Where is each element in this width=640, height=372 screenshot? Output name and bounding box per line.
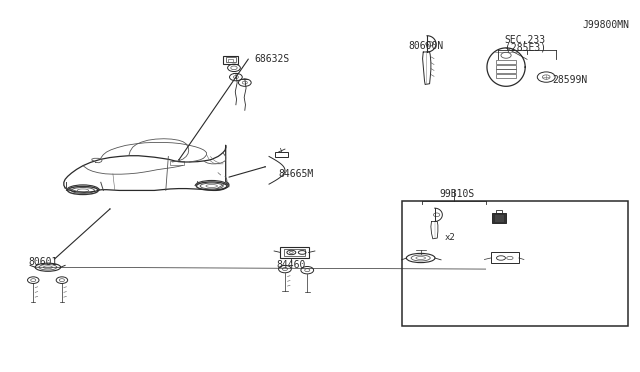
Bar — [496, 65, 516, 68]
Bar — [275, 152, 288, 157]
Bar — [223, 56, 239, 64]
Bar — [496, 210, 502, 212]
Text: 80600N: 80600N — [408, 41, 443, 51]
Bar — [494, 214, 504, 222]
Bar — [170, 161, 184, 165]
Text: J99800MN: J99800MN — [582, 20, 629, 30]
Text: 99B10S: 99B10S — [440, 189, 475, 199]
Text: (285E3): (285E3) — [505, 42, 546, 52]
Bar — [496, 74, 516, 78]
Bar — [280, 247, 308, 258]
Bar — [491, 253, 519, 263]
Bar — [226, 57, 236, 62]
Bar — [496, 69, 516, 73]
Text: 68632S: 68632S — [254, 54, 290, 64]
Bar — [228, 59, 234, 62]
Bar — [492, 212, 506, 223]
Bar — [496, 61, 516, 64]
Text: 28599N: 28599N — [552, 75, 588, 85]
Text: 84460: 84460 — [276, 260, 306, 270]
Text: 84665M: 84665M — [278, 169, 314, 179]
Text: 80601: 80601 — [28, 257, 58, 267]
Bar — [284, 249, 305, 256]
Text: SEC.233: SEC.233 — [505, 35, 546, 45]
Bar — [401, 201, 628, 326]
Text: x2: x2 — [444, 232, 455, 241]
